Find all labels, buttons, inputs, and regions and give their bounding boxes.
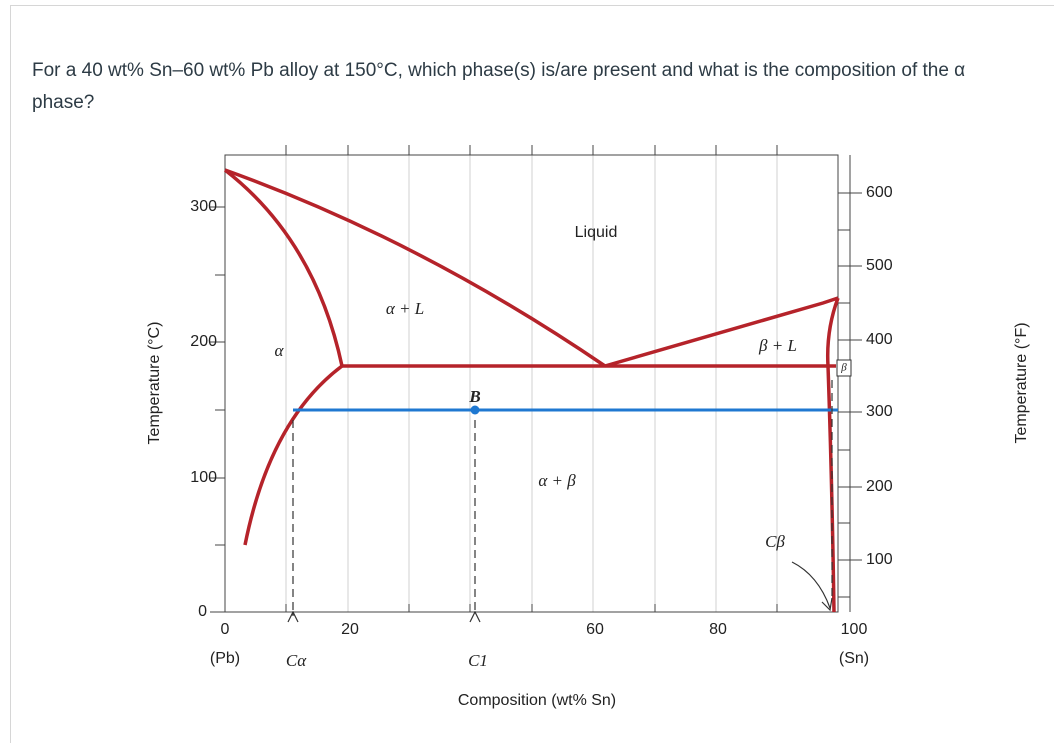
x-tick-label: 100 — [841, 621, 868, 638]
marker-label: Cα — [286, 651, 307, 670]
x-tick-label: 60 — [586, 621, 604, 638]
region-label: β + L — [758, 336, 797, 355]
region-label: β — [840, 362, 847, 374]
x-end-label: (Pb) — [210, 650, 240, 667]
y2-tick-label: 400 — [866, 331, 893, 348]
x-end-label: (Sn) — [839, 650, 869, 667]
x-tick-label: 20 — [341, 621, 359, 638]
y2-tick-label: 500 — [866, 257, 893, 274]
y2-tick-label: 600 — [866, 184, 893, 201]
phase-boundaries — [223, 168, 852, 623]
y2-tick-label: 300 — [866, 403, 893, 420]
region-label: Liquid — [575, 224, 618, 241]
region-label: α — [275, 341, 285, 360]
marker-label: B — [468, 387, 480, 406]
x-tick-label: 80 — [709, 621, 727, 638]
y-axis-label: Temperature (°C) — [146, 322, 163, 445]
marker-label: Cβ — [765, 532, 785, 551]
y-tick-label: 300 — [190, 198, 217, 215]
y2-tick-label: 100 — [866, 551, 893, 568]
y-tick-label: 0 — [198, 603, 207, 620]
y2-tick-label: 200 — [866, 478, 893, 495]
question: For a 40 wt% Sn–60 wt% Pb alloy at 150°C… — [32, 60, 966, 113]
x-axis-label: Composition (wt% Sn) — [458, 692, 616, 709]
frame — [10, 5, 1054, 743]
y-tick-label: 100 — [190, 469, 217, 486]
region-label: α + L — [386, 299, 424, 318]
grid — [285, 155, 778, 612]
region-label: α + β — [538, 471, 576, 490]
x-tick-label: 0 — [221, 621, 230, 638]
marker-label: C1 — [468, 651, 488, 670]
y2-axis-label: Temperature (°F) — [1013, 322, 1030, 443]
y-tick-label: 200 — [190, 333, 217, 350]
axes — [210, 145, 862, 613]
